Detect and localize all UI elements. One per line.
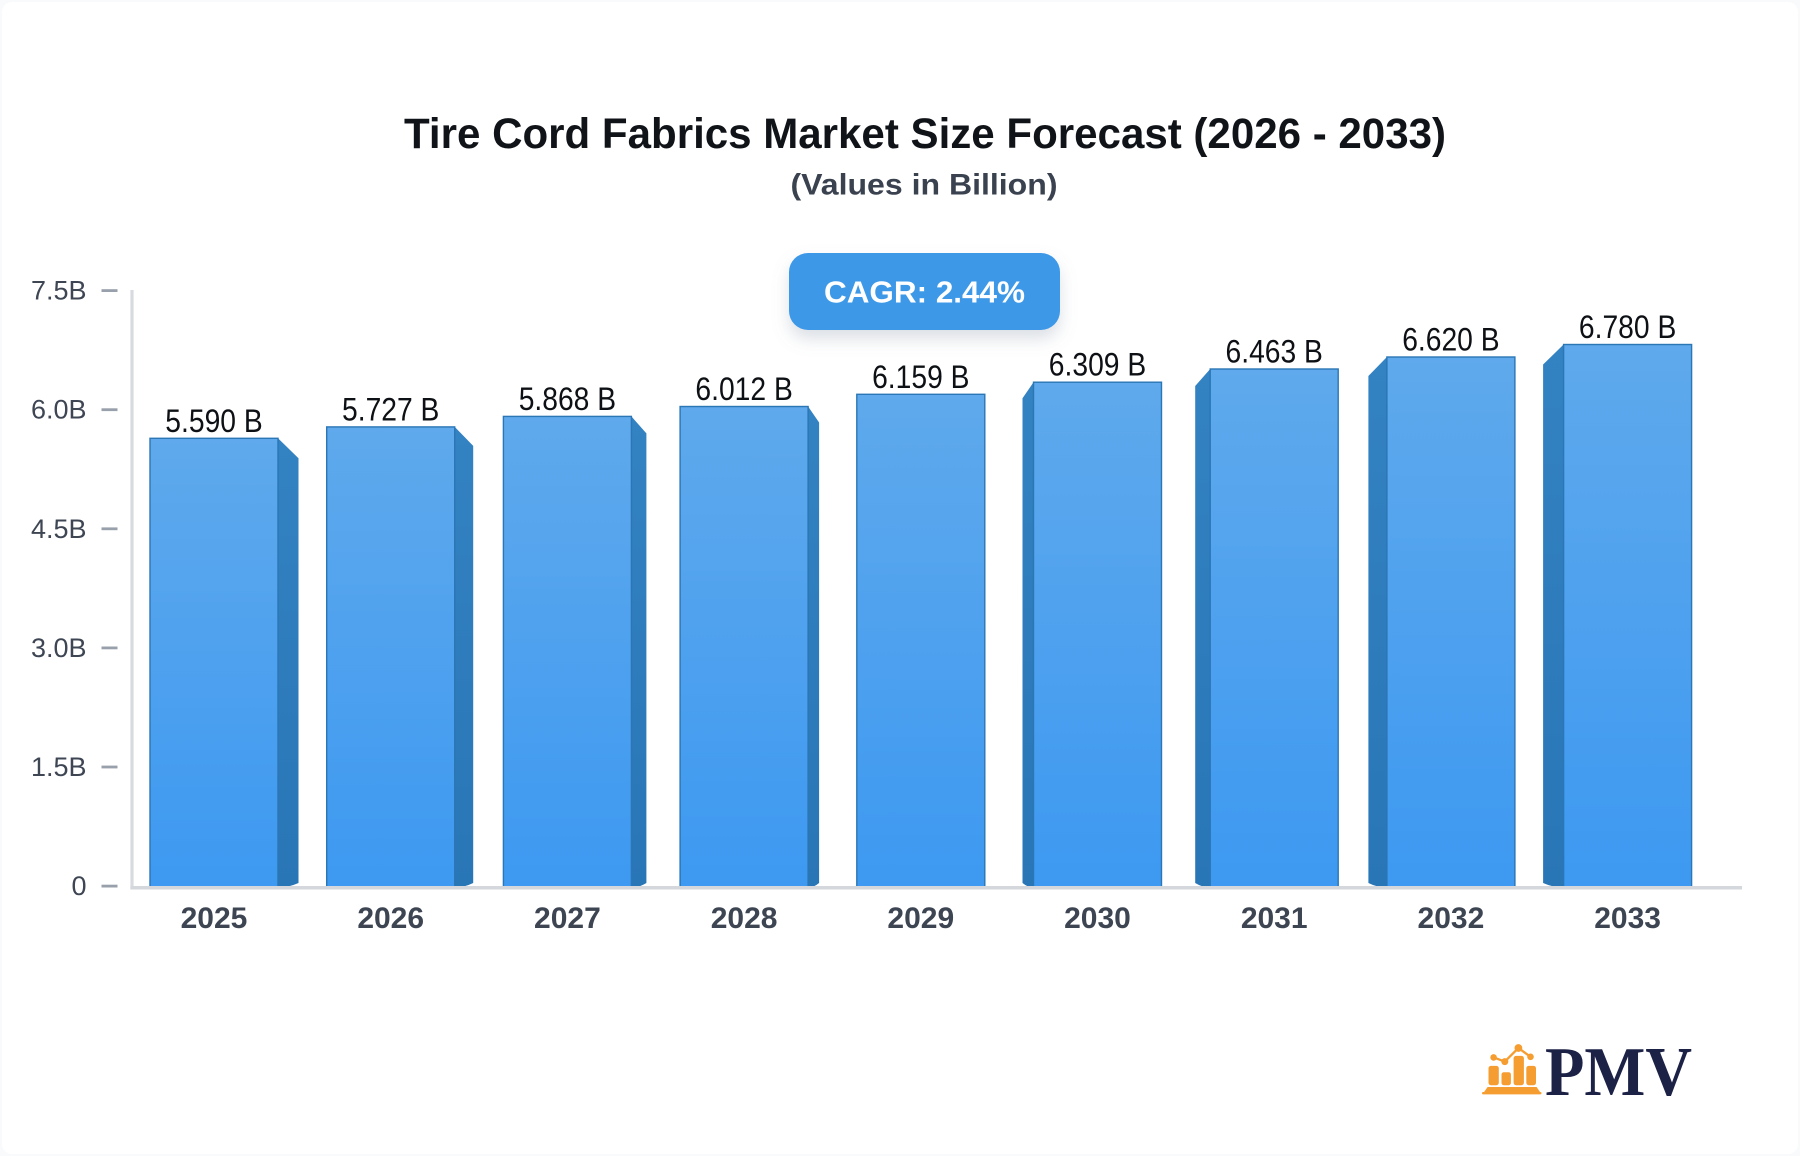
svg-text:6.620 B: 6.620 B bbox=[1402, 322, 1499, 358]
svg-text:2028: 2028 bbox=[711, 902, 778, 935]
svg-text:1.5B: 1.5B bbox=[31, 752, 87, 782]
svg-text:6.780 B: 6.780 B bbox=[1579, 309, 1676, 345]
svg-text:7.5B: 7.5B bbox=[31, 276, 87, 306]
svg-text:6.012 B: 6.012 B bbox=[695, 371, 792, 407]
svg-text:0: 0 bbox=[71, 871, 86, 901]
svg-text:5.868 B: 5.868 B bbox=[519, 381, 616, 417]
svg-text:6.159 B: 6.159 B bbox=[872, 359, 969, 395]
svg-text:4.5B: 4.5B bbox=[31, 514, 87, 544]
svg-text:2031: 2031 bbox=[1241, 902, 1308, 935]
svg-text:2027: 2027 bbox=[534, 902, 601, 935]
svg-text:3.0B: 3.0B bbox=[31, 633, 87, 663]
svg-text:2026: 2026 bbox=[357, 902, 424, 935]
svg-text:2030: 2030 bbox=[1064, 902, 1131, 935]
svg-text:6.309 B: 6.309 B bbox=[1049, 347, 1146, 383]
svg-text:CAGR: 2.44%: CAGR: 2.44% bbox=[824, 275, 1025, 310]
svg-text:PMV: PMV bbox=[1545, 1034, 1692, 1111]
svg-text:2032: 2032 bbox=[1418, 902, 1485, 935]
svg-text:Tire Cord Fabrics Market Size: Tire Cord Fabrics Market Size Forecast (… bbox=[404, 111, 1446, 158]
svg-text:6.463 B: 6.463 B bbox=[1226, 334, 1323, 370]
svg-text:5.727 B: 5.727 B bbox=[342, 391, 439, 427]
svg-text:5.590 B: 5.590 B bbox=[165, 403, 262, 439]
svg-text:(Values in Billion): (Values in Billion) bbox=[791, 169, 1058, 202]
svg-text:2025: 2025 bbox=[181, 902, 248, 935]
svg-text:6.0B: 6.0B bbox=[31, 395, 87, 425]
svg-text:2033: 2033 bbox=[1594, 902, 1661, 935]
svg-text:2029: 2029 bbox=[887, 902, 954, 935]
